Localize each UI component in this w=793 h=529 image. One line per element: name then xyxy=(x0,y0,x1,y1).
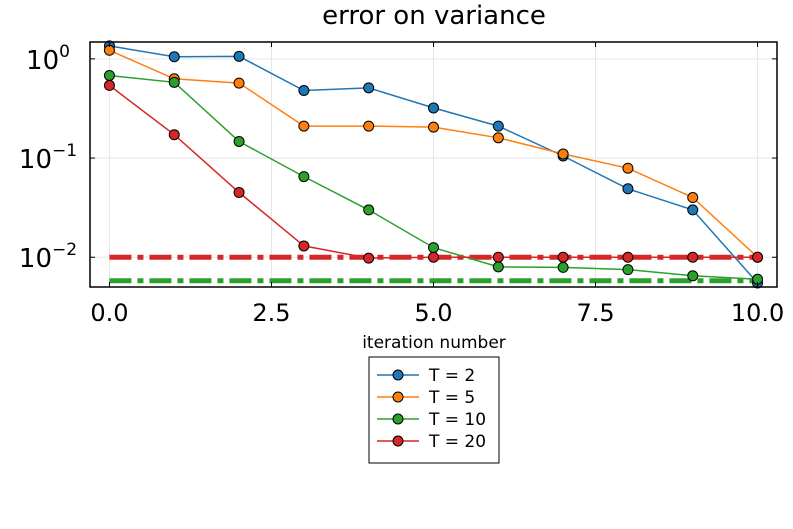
y-tick-label-2: 10−2 xyxy=(19,240,77,274)
x-tick-label-4: 10.0 xyxy=(731,299,784,327)
series-3-point-7 xyxy=(557,251,569,263)
x-axis-label: iteration number xyxy=(362,333,506,353)
series-2-point-9 xyxy=(687,270,699,282)
series-0-point-9 xyxy=(687,204,699,216)
series-2-point-1 xyxy=(168,76,180,88)
series-0-point-5 xyxy=(428,102,439,114)
legend-marker-0 xyxy=(392,369,404,381)
legend-marker-1 xyxy=(392,391,404,403)
series-2-point-8 xyxy=(622,264,634,276)
y-tick-label-1: 10−1 xyxy=(19,141,77,175)
legend-label-1: T = 5 xyxy=(428,388,475,408)
series-2-point-3 xyxy=(298,171,310,183)
legend-label-3: T = 20 xyxy=(428,432,486,452)
series-2-point-0 xyxy=(103,69,115,81)
series-3-point-8 xyxy=(622,251,634,263)
series-1-point-5 xyxy=(428,121,439,133)
legend-marker-2 xyxy=(392,413,404,425)
series-0-point-1 xyxy=(168,51,180,63)
chart-title: error on variance xyxy=(322,1,546,31)
legend-label-2: T = 10 xyxy=(428,410,486,430)
series-0-point-4 xyxy=(363,82,375,94)
series-2-point-6 xyxy=(492,261,504,273)
series-0-point-2 xyxy=(233,50,245,62)
series-3-point-1 xyxy=(168,129,180,141)
y-axis-ticks: 100 10−1 10−2 xyxy=(19,42,777,274)
legend: T = 2T = 5T = 10T = 20 xyxy=(368,356,500,464)
series-3-point-0 xyxy=(103,79,115,91)
x-tick-label-3: 7.5 xyxy=(576,299,614,327)
series-2-point-7 xyxy=(557,261,569,273)
series-1-point-9 xyxy=(687,192,699,204)
series-0-point-3 xyxy=(298,84,310,96)
series-1-point-6 xyxy=(492,132,504,144)
x-tick-label-0: 0.0 xyxy=(90,299,128,327)
series-3-point-2 xyxy=(233,186,245,198)
series-2-point-5 xyxy=(428,242,439,254)
y-tick-label-0: 100 xyxy=(26,42,70,76)
series-3-point-5 xyxy=(428,251,439,263)
series-1-point-8 xyxy=(622,162,634,174)
series-1-point-4 xyxy=(363,120,375,132)
series-3-point-4 xyxy=(363,252,375,264)
series-3-point-10 xyxy=(752,251,764,263)
series-1-point-2 xyxy=(233,77,245,89)
x-tick-label-2: 5.0 xyxy=(414,299,452,327)
x-tick-label-1: 2.5 xyxy=(252,299,290,327)
series-3-point-9 xyxy=(687,251,699,263)
series-2-point-4 xyxy=(363,204,375,216)
x-axis-ticks: 0.0 2.5 5.0 7.5 10.0 xyxy=(90,42,784,327)
series-3-point-3 xyxy=(298,240,310,252)
series-1-point-3 xyxy=(298,120,310,132)
series-3-point-6 xyxy=(492,251,504,263)
series-0-point-8 xyxy=(622,183,634,195)
legend-label-0: T = 2 xyxy=(428,366,475,386)
series-2-point-2 xyxy=(233,135,245,147)
series-1-point-7 xyxy=(557,148,569,160)
legend-marker-3 xyxy=(392,435,404,447)
series-0-point-6 xyxy=(492,120,504,132)
series-group xyxy=(103,40,764,289)
